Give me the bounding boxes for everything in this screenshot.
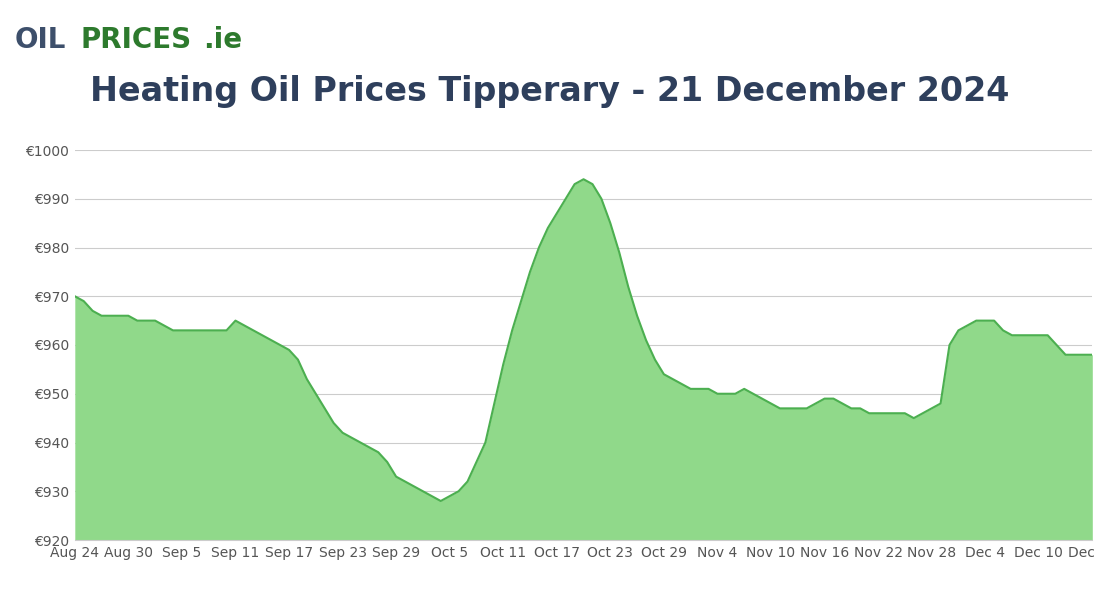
Text: Heating Oil Prices Tipperary - 21 December 2024: Heating Oil Prices Tipperary - 21 Decemb… [90, 75, 1010, 108]
Text: .ie: .ie [204, 26, 243, 54]
Text: OIL: OIL [14, 26, 66, 54]
Text: PRICES: PRICES [80, 26, 191, 54]
